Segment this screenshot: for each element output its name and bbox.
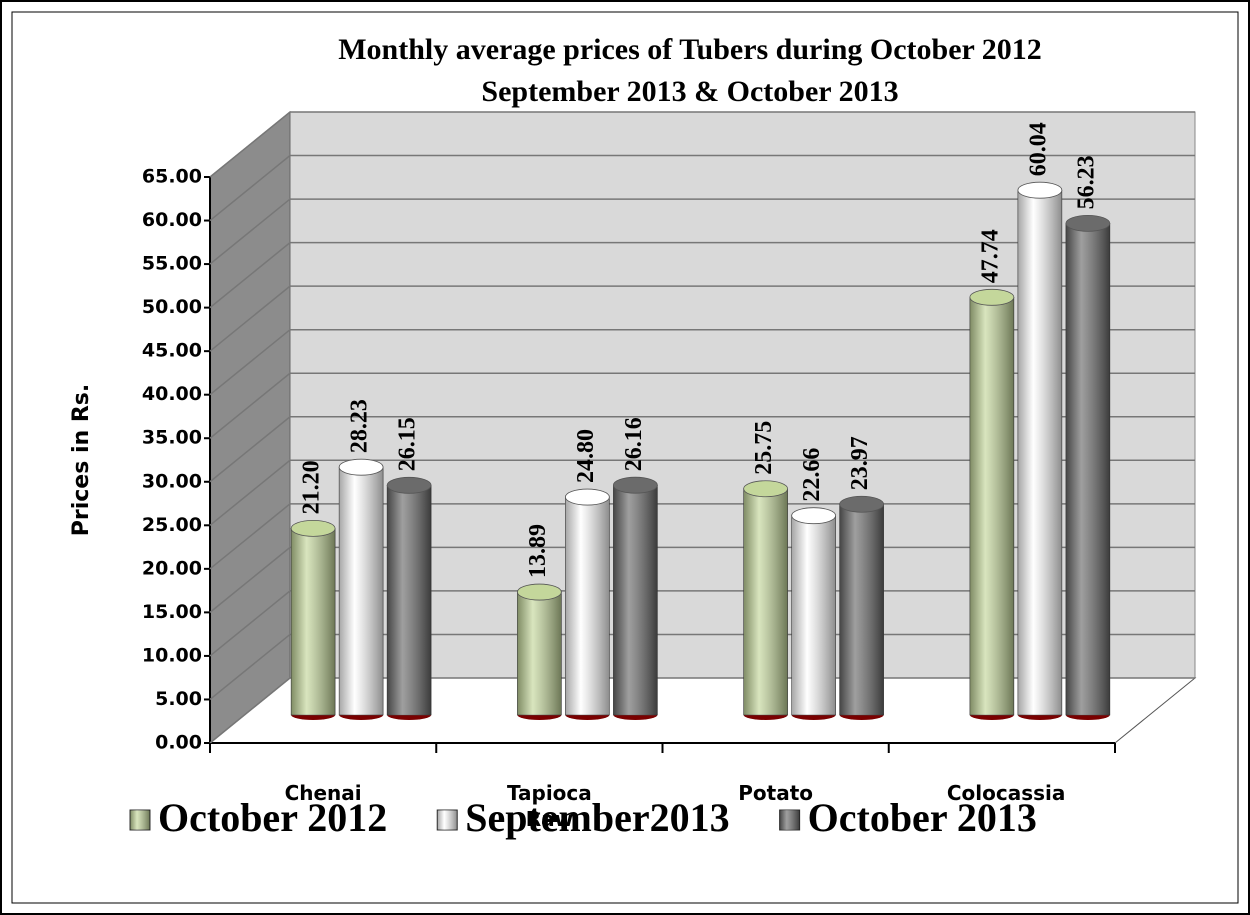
grid-line [209, 372, 1195, 439]
x-tick-label: Colocassia [946, 781, 1066, 805]
bar-shade [387, 485, 432, 715]
data-label: 21.20 [299, 460, 325, 514]
data-label: 26.15 [395, 417, 421, 471]
grid-line [209, 633, 1195, 701]
bar-shade [1065, 223, 1110, 715]
y-tick-label: 30.00 [142, 470, 202, 492]
y-axis-label: Prices in Rs. [69, 384, 94, 537]
bar-cap [386, 476, 432, 494]
y-tick-label: 5.00 [155, 688, 202, 710]
legend-swatch-shade [437, 810, 458, 830]
x-tick-label: Tapioca Raw [506, 781, 592, 831]
grid-line [209, 154, 1195, 222]
bar-cap [612, 476, 658, 494]
data-label: 60.04 [1025, 122, 1051, 176]
bar-shade [969, 297, 1014, 715]
bar-cap [1017, 181, 1063, 199]
grid-line [209, 285, 1195, 352]
bar-shade [517, 592, 562, 715]
grid-line [209, 546, 1195, 613]
data-label: 13.89 [525, 524, 551, 578]
legend-swatch-shade [779, 810, 800, 830]
y-tick-label: 45.00 [142, 340, 202, 362]
bar-shade [291, 528, 336, 715]
bar-cap [338, 458, 384, 476]
data-label: 22.66 [799, 448, 825, 502]
bar-shade [339, 467, 384, 715]
y-tick-label: 65.00 [142, 166, 202, 188]
grid-line [209, 328, 1195, 396]
data-label: 56.23 [1073, 155, 1099, 209]
bar-cap [791, 507, 837, 525]
bar-cap [743, 480, 789, 498]
grid-line [209, 416, 1195, 483]
y-tick-label: 55.00 [142, 253, 202, 275]
chart-title: September 2013 & October 2013 [481, 75, 898, 108]
bar-cap [516, 583, 562, 601]
y-tick-label: 15.00 [142, 601, 202, 623]
y-tick-label: 20.00 [142, 557, 202, 579]
bar-shade [613, 485, 658, 715]
grid-line [209, 590, 1195, 657]
bar-shade [791, 515, 836, 715]
x-tick-label: Potato [738, 781, 813, 805]
data-label: 26.16 [621, 417, 647, 471]
grid-line [209, 677, 1195, 744]
data-label: 28.23 [347, 399, 373, 453]
y-tick-label: 0.00 [155, 732, 202, 754]
grid-line [209, 459, 1195, 526]
bar-cap [1065, 214, 1111, 232]
bar-cap [969, 288, 1015, 306]
y-tick-label: 35.00 [142, 427, 202, 449]
legend-label: September2013 [465, 795, 729, 840]
y-tick-label: 50.00 [142, 296, 202, 318]
bar-shade [743, 488, 788, 715]
grid-line [209, 503, 1195, 570]
grid-line [209, 198, 1195, 265]
x-tick-label: Chenai [284, 781, 362, 805]
legend-swatch-shade [130, 810, 150, 830]
y-tick-label: 25.00 [142, 514, 202, 536]
chart-title: Monthly average prices of Tubers during … [338, 33, 1042, 66]
grid-line [209, 111, 1195, 178]
side-wall [209, 110, 291, 745]
data-label: 24.80 [573, 429, 599, 483]
bar-shade [839, 504, 884, 715]
bar-cap [290, 519, 336, 537]
bar-shade [1017, 190, 1062, 715]
legend-label: October 2012 [158, 795, 387, 840]
legend-label: October 2013 [808, 795, 1037, 840]
y-tick-label: 10.00 [142, 644, 202, 666]
y-tick-label: 40.00 [142, 383, 202, 405]
y-tick-label: 60.00 [142, 209, 202, 231]
bar-cap [564, 488, 610, 506]
bar-shade [565, 497, 610, 715]
data-label: 23.97 [847, 436, 873, 490]
inner-frame [11, 11, 1239, 904]
data-label: 47.74 [977, 229, 1003, 283]
grid-line [209, 241, 1195, 309]
data-label: 25.75 [751, 421, 777, 475]
bar-cap [839, 495, 885, 513]
